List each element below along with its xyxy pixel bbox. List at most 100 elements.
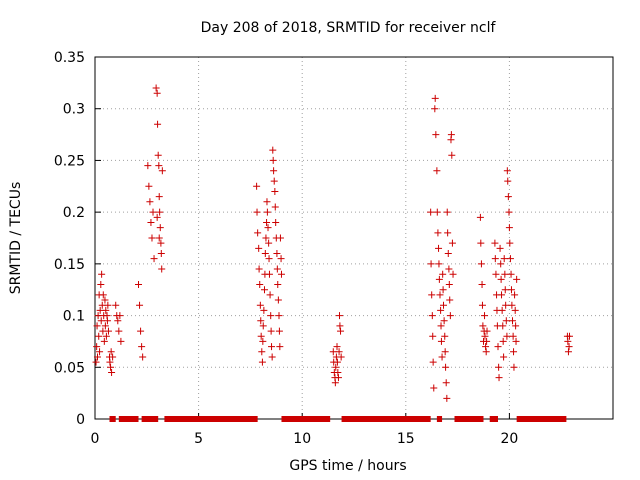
- data-point: [427, 260, 435, 268]
- y-tick-label: 0.35: [54, 50, 85, 66]
- data-point: [155, 234, 163, 242]
- data-point: [104, 301, 112, 309]
- data-point: [156, 224, 164, 232]
- y-tick-label: 0.1: [63, 309, 85, 325]
- data-point: [435, 260, 443, 268]
- data-point: [97, 317, 105, 325]
- data-point: [479, 322, 487, 330]
- data-point: [334, 368, 342, 376]
- data-point: [335, 348, 343, 356]
- data-point: [106, 358, 114, 366]
- data-point: [444, 250, 452, 258]
- data-point: [506, 239, 514, 247]
- data-point: [276, 234, 284, 242]
- data-point: [135, 281, 143, 289]
- data-point: [448, 151, 456, 159]
- data-point: [495, 374, 503, 382]
- x-tick-label: 0: [91, 431, 100, 447]
- data-point: [507, 270, 515, 278]
- data-point: [331, 379, 339, 387]
- data-point: [492, 270, 500, 278]
- data-point: [509, 332, 517, 340]
- zero-value-segment: [118, 416, 139, 422]
- x-tick-label: 5: [194, 431, 203, 447]
- data-point: [564, 348, 572, 356]
- data-point: [433, 208, 441, 216]
- data-point: [93, 343, 101, 351]
- data-point: [117, 337, 125, 345]
- data-point: [275, 312, 283, 320]
- zero-value-segment: [489, 416, 499, 422]
- data-point: [156, 208, 164, 216]
- y-tick-label: 0.15: [54, 257, 85, 273]
- data-point: [274, 281, 282, 289]
- data-point: [115, 327, 123, 335]
- data-point: [275, 327, 283, 335]
- data-point: [477, 260, 485, 268]
- data-point: [96, 348, 104, 356]
- data-point: [565, 343, 573, 351]
- data-point: [497, 275, 505, 283]
- data-point: [433, 167, 441, 175]
- data-point: [440, 317, 448, 325]
- data-point: [265, 255, 273, 263]
- data-point: [564, 337, 572, 345]
- data-point: [253, 182, 261, 190]
- data-point: [448, 239, 456, 247]
- data-point: [510, 348, 518, 356]
- x-tick-label: 15: [397, 431, 415, 447]
- data-point: [263, 208, 271, 216]
- data-point: [441, 332, 449, 340]
- data-point: [154, 151, 162, 159]
- data-point: [102, 306, 110, 314]
- zero-value-segment: [281, 416, 331, 422]
- data-point: [273, 250, 281, 258]
- data-point: [498, 306, 506, 314]
- data-point: [439, 286, 447, 294]
- y-tick-label: 0.3: [63, 102, 85, 118]
- data-point: [337, 327, 345, 335]
- y-tick-label: 0.25: [54, 153, 85, 169]
- grid-lines: [95, 57, 613, 419]
- data-point: [432, 131, 440, 139]
- data-point: [102, 332, 110, 340]
- chart-title: Day 208 of 2018, SRMTID for receiver ncl…: [201, 20, 497, 36]
- data-point: [445, 281, 453, 289]
- data-point: [101, 296, 109, 304]
- data-point: [274, 296, 282, 304]
- data-point: [258, 358, 266, 366]
- data-point: [271, 187, 279, 195]
- data-point: [498, 291, 506, 299]
- data-point: [107, 363, 115, 371]
- data-point: [500, 353, 508, 361]
- zero-value-segment: [436, 416, 443, 422]
- data-point: [494, 343, 502, 351]
- data-point: [277, 255, 285, 263]
- zero-segments: [109, 416, 567, 422]
- data-point: [335, 312, 343, 320]
- data-point: [152, 84, 160, 92]
- zero-value-segment: [516, 416, 567, 422]
- data-point: [503, 167, 511, 175]
- data-point: [154, 120, 162, 128]
- x-tick-label: 10: [293, 431, 311, 447]
- data-point: [265, 270, 273, 278]
- data-point: [500, 255, 508, 263]
- data-point: [333, 343, 341, 351]
- data-point: [510, 363, 518, 371]
- data-point: [482, 348, 490, 356]
- zero-value-segment: [454, 416, 484, 422]
- data-point: [257, 317, 265, 325]
- data-point: [437, 337, 445, 345]
- data-point: [443, 208, 451, 216]
- data-point: [262, 234, 270, 242]
- data-point: [146, 198, 154, 206]
- data-point: [92, 358, 100, 366]
- data-point: [93, 353, 101, 361]
- data-point: [269, 156, 277, 164]
- data-point: [158, 167, 166, 175]
- data-point: [476, 213, 484, 221]
- data-point: [257, 332, 265, 340]
- data-point: [501, 286, 509, 294]
- data-point: [447, 131, 455, 139]
